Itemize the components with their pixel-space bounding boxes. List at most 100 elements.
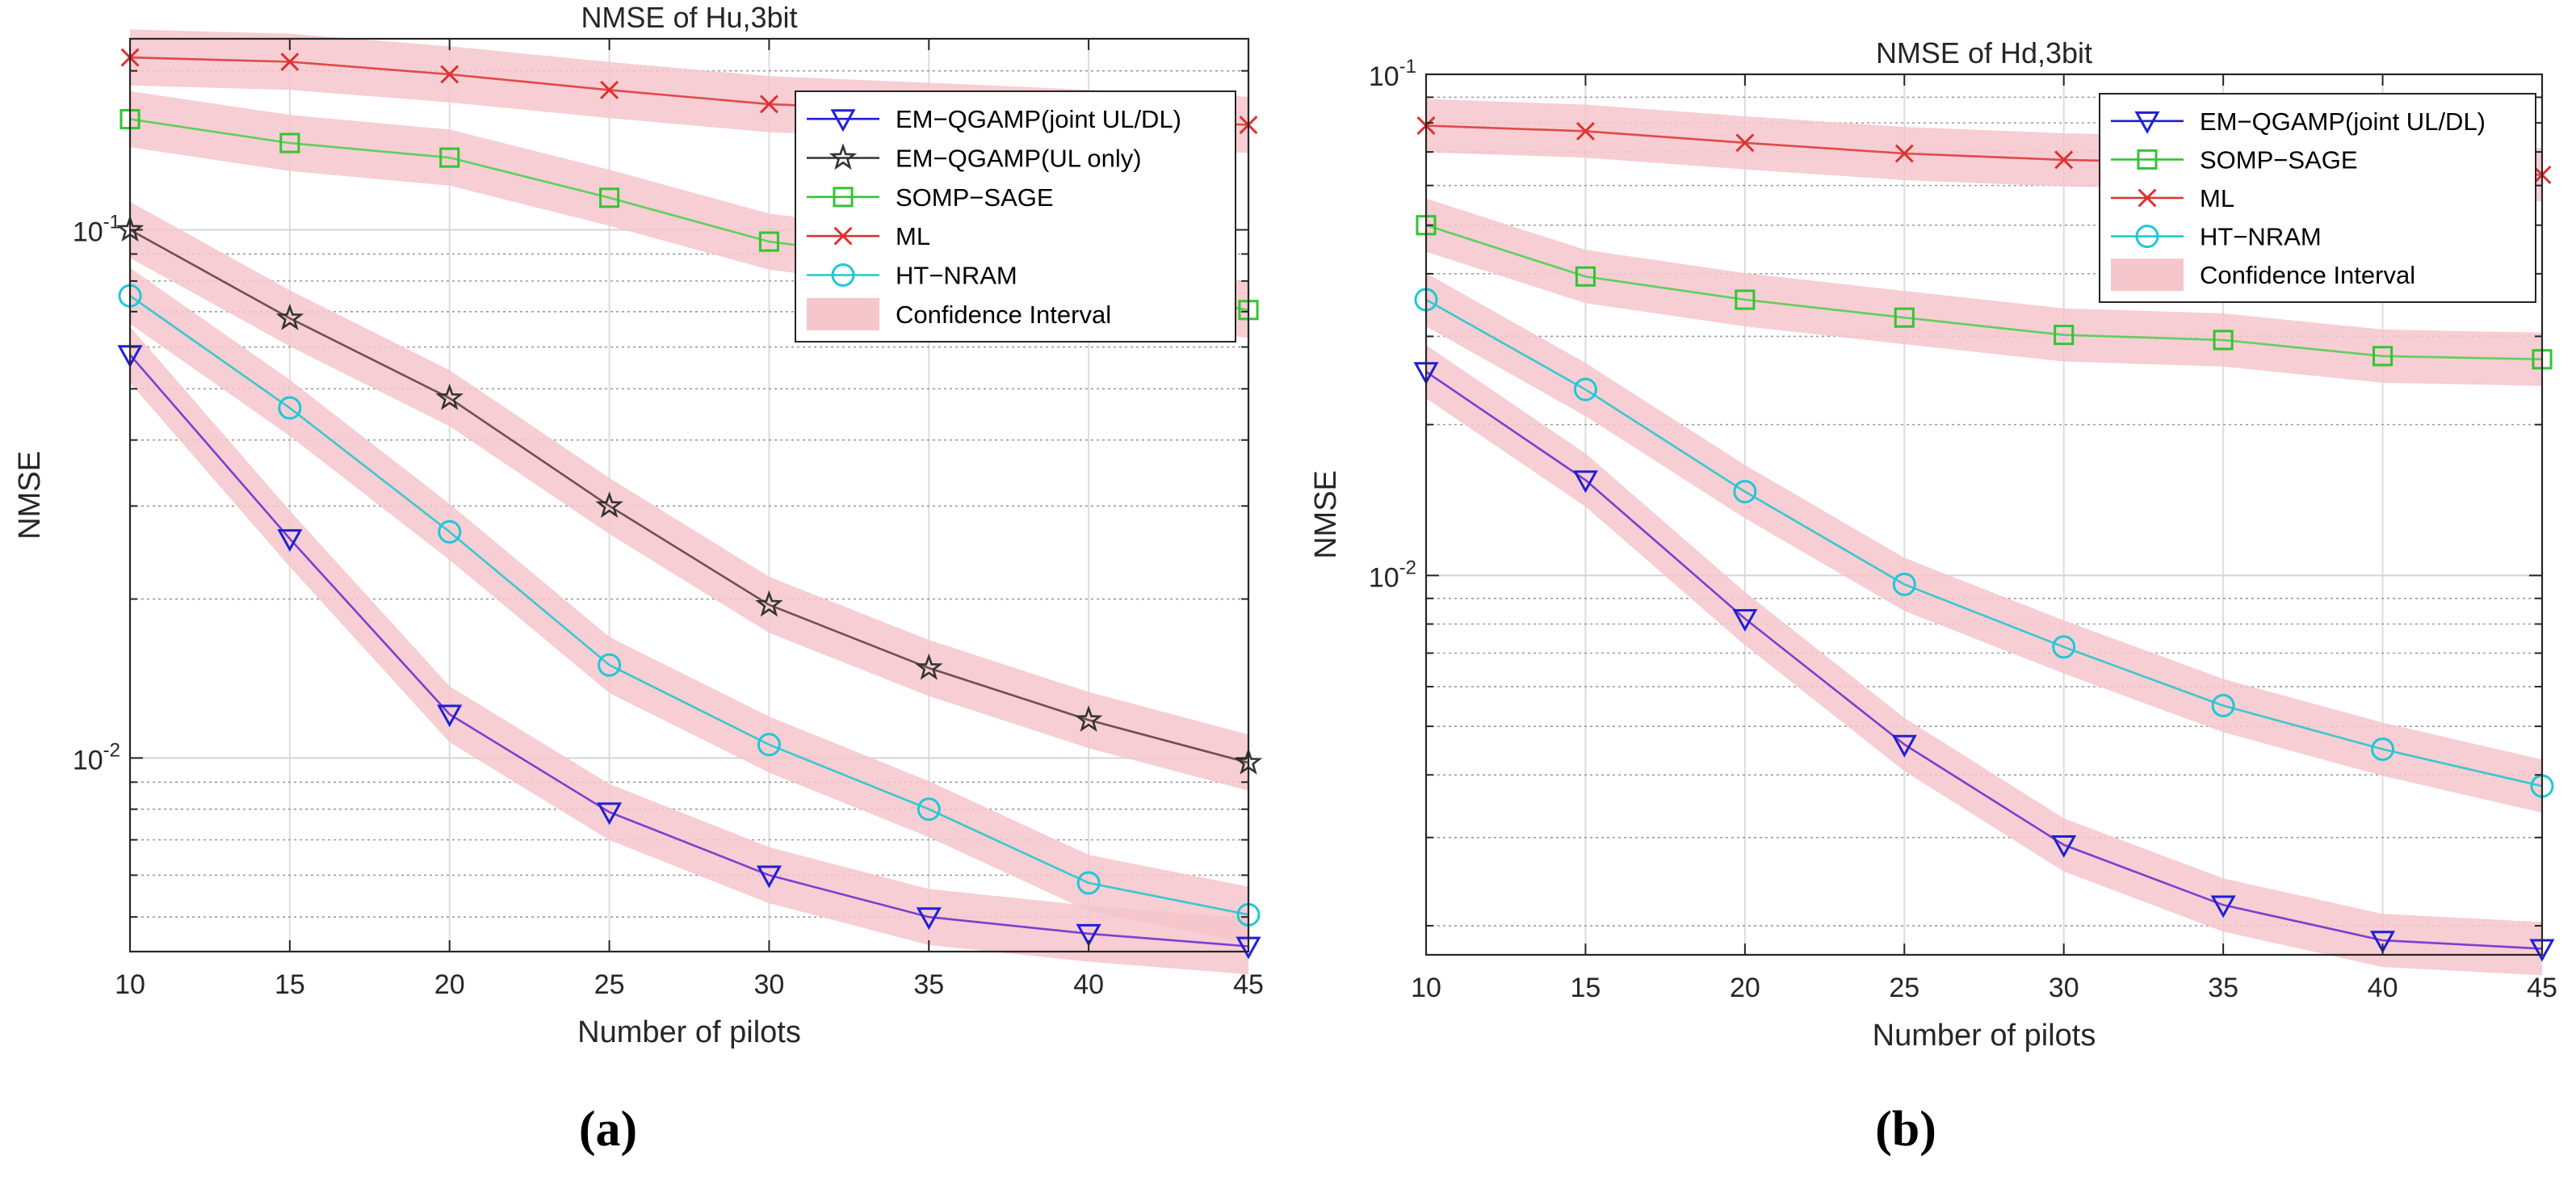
legend-label: HT−NRAM (2200, 223, 2322, 251)
panel-b: 10 15 20 25 30 35 40 45 10-1 10-2 NMSE of Hd,3bit N… (1309, 36, 2557, 1053)
series-line (1425, 298, 2543, 788)
legend-label: SOMP−SAGE (2200, 145, 2358, 174)
y-tick-label: 10-1 (73, 212, 120, 248)
series-em-qgamp-joint-ul-dl (1413, 362, 2555, 962)
data-point (1074, 705, 1103, 733)
confidence-band-ht-nram (1426, 273, 2542, 813)
data-point (2213, 330, 2234, 351)
series-line (1425, 224, 2543, 361)
confidence-band-somp-sage (1426, 198, 2542, 386)
data-point (1076, 923, 1101, 947)
data-point (2054, 325, 2075, 346)
legend: EM−QGAMP(joint UL/DL) EM−QGAMP(UL only) SO… (795, 90, 1236, 343)
data-point (1735, 133, 1755, 153)
data-point (440, 65, 459, 84)
legend: EM−QGAMP(joint UL/DL) SOMP−SAGE ML HT−NRAM C… (2099, 93, 2536, 303)
data-point (1894, 307, 1915, 328)
legend-label: Confidence Interval (2200, 261, 2415, 289)
x-axis-label: Number of pilots (577, 1015, 801, 1049)
data-point (1894, 144, 1914, 163)
legend-marker (2137, 149, 2158, 170)
y-axis-label: NMSE (13, 451, 47, 540)
data-point (2211, 693, 2235, 717)
legend-entry-somp-sage: SOMP−SAGE (2111, 145, 2358, 174)
x-tick-label: 35 (913, 969, 944, 1000)
data-point (280, 53, 300, 72)
legend-label: ML (2200, 184, 2234, 212)
legend-entry-confidence-interval: Confidence Interval (2111, 258, 2415, 292)
series-line (129, 354, 1249, 948)
data-point (437, 704, 463, 728)
legend-label: EM−QGAMP(joint UL/DL) (2200, 107, 2486, 136)
data-point (757, 733, 781, 757)
data-point (915, 653, 943, 680)
data-point (597, 802, 623, 826)
legend-swatch (807, 297, 879, 330)
data-point (2210, 895, 2236, 918)
data-point (755, 590, 783, 617)
legend-entry-confidence-interval: Confidence Interval (807, 297, 1111, 330)
confidence-band-ht-nram (130, 267, 1248, 944)
legend-marker (2135, 225, 2159, 249)
legend-marker (831, 263, 855, 287)
legend-marker (830, 109, 856, 132)
legend-label: Confidence Interval (896, 301, 1111, 329)
x-axis-label: Number of pilots (1873, 1019, 2096, 1053)
legend-marker (829, 143, 858, 170)
x-tick-label: 45 (1233, 969, 1264, 1000)
chart-title: NMSE of Hd,3bit (1876, 36, 2092, 69)
legend-marker (833, 226, 853, 246)
data-point (756, 865, 782, 889)
y-tick-label: 10-1 (1369, 56, 1416, 92)
legend-entry-ht-nram: HT−NRAM (2111, 223, 2322, 251)
legend-label: SOMP−SAGE (896, 183, 1054, 212)
data-point (1892, 572, 1916, 596)
x-tick-label: 40 (1073, 969, 1104, 1000)
data-point (599, 187, 620, 208)
y-tick-label: 10-2 (73, 739, 120, 775)
legend-marker (2134, 111, 2160, 134)
legend-entry-em-qgamp-ul-only: EM−QGAMP(UL only) (807, 143, 1142, 173)
legend-swatch (2111, 258, 2184, 292)
data-point (1732, 608, 1758, 632)
legend-label: EM−QGAMP(UL only) (896, 145, 1142, 173)
data-point (759, 95, 778, 114)
legend-entry-somp-sage: SOMP−SAGE (807, 183, 1054, 212)
data-point (917, 797, 941, 822)
x-tick-label: 15 (1571, 973, 1601, 1003)
data-point (1572, 470, 1598, 494)
data-point (600, 80, 619, 99)
data-point (1575, 121, 1595, 141)
data-point (438, 519, 462, 544)
legend-entry-ml: ML (2111, 184, 2234, 212)
series-line (129, 229, 1249, 764)
panel-a: 10 15 20 25 30 35 40 45 10-1 10-2 NMSE of Hu,3bit N… (13, 1, 1264, 1049)
y-tick-label: 10-2 (1369, 557, 1416, 593)
panel-label-a: (a) (579, 1102, 637, 1157)
x-tick-label: 10 (115, 969, 145, 1000)
axes-box (128, 37, 1250, 953)
x-tick-label: 30 (754, 969, 785, 1000)
data-point (2371, 738, 2395, 762)
data-point (2373, 346, 2393, 367)
x-tick-label: 30 (2049, 973, 2079, 1003)
data-point (439, 147, 460, 168)
ticks (1425, 74, 2543, 955)
data-point (2370, 931, 2396, 954)
data-point (916, 907, 942, 931)
data-point (2052, 635, 2076, 659)
x-tick-label: 10 (1411, 973, 1441, 1003)
data-point (435, 383, 464, 410)
ticks (129, 39, 1249, 952)
legend-marker (2138, 188, 2157, 208)
data-point (1735, 289, 1756, 310)
x-tick-label: 20 (434, 969, 465, 1000)
data-point (598, 653, 622, 677)
legend-entry-ht-nram: HT−NRAM (807, 262, 1017, 290)
x-tick-label: 45 (2527, 973, 2557, 1003)
series-line (129, 295, 1249, 916)
data-point (595, 491, 623, 519)
data-point (275, 303, 304, 330)
axes-box (1424, 73, 2544, 956)
data-point (758, 231, 779, 252)
